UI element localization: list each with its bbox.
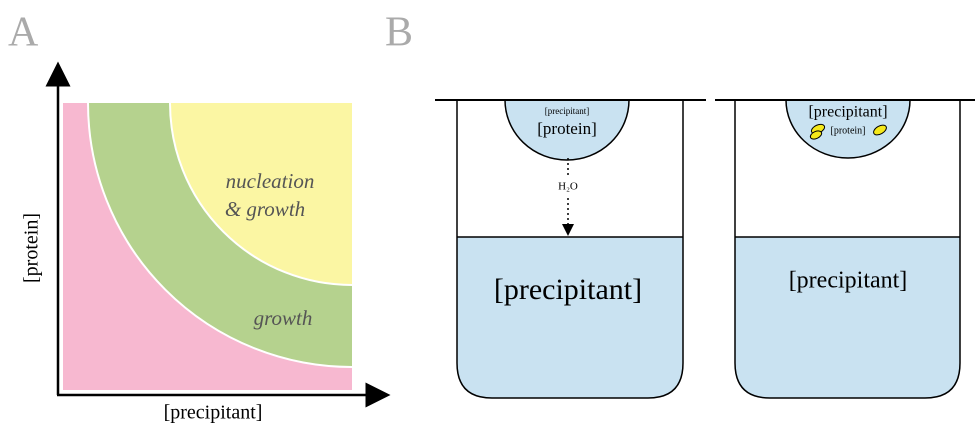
figure: A [protein] [precipitant] nucleation & g…: [0, 0, 980, 433]
region-label: nucleation: [226, 169, 315, 193]
vapor-label: H₂O: [558, 181, 578, 193]
reservoir-label: [precipitant]: [789, 268, 908, 294]
reservoir: [735, 237, 960, 398]
panel-label: A: [8, 10, 39, 56]
drop-label: [protein]: [831, 125, 866, 136]
region-label: & growth: [225, 197, 305, 221]
well: H₂O [precipitant] [protein] [precipitant…: [435, 100, 706, 398]
reservoir-label: [precipitant]: [494, 273, 642, 306]
drop-label: [protein]: [537, 119, 596, 138]
drop-label: [precipitant]: [545, 106, 589, 116]
well: [precipitant] [protein] [precipitant]: [715, 100, 975, 398]
y-axis-label: [protein]: [21, 213, 43, 283]
drop-label: [precipitant]: [808, 104, 887, 121]
region-label: growth: [254, 306, 313, 330]
panel-label: B: [385, 10, 413, 56]
reservoir: [457, 237, 683, 398]
x-axis-label: [precipitant]: [164, 402, 263, 424]
